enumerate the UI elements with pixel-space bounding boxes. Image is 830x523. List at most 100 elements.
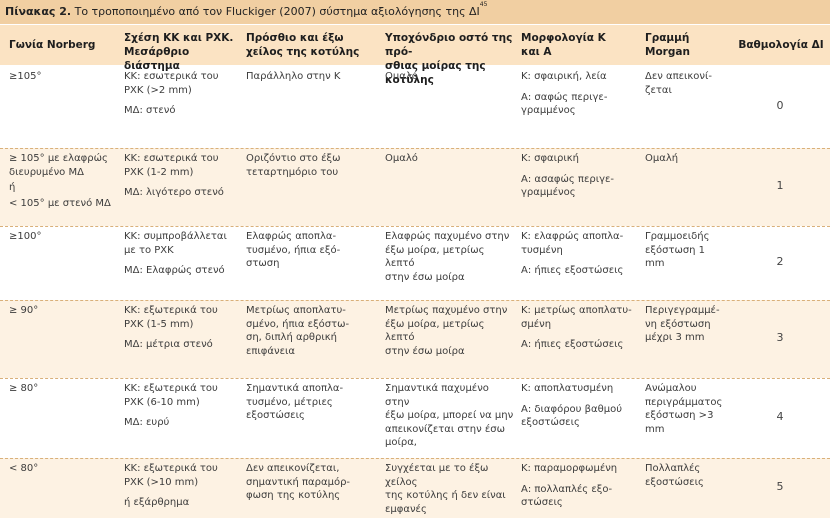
cell-paragraph: Ομαλό <box>385 71 418 82</box>
row-divider <box>0 300 830 301</box>
morgan-line-cell: Ανώμαλου περιγράμματος εξόστωση >3 mm <box>645 382 730 443</box>
morphology-cell: Κ: σφαιρική Α: ασαφώς περιγε- γραμμένος <box>521 152 633 207</box>
cell-paragraph: < 105° με στενό ΜΔ <box>9 197 111 209</box>
acetabular-rim-cell: Ελαφρώς αποπλα- τυσμένο, ήπια εξό- στωση <box>246 230 371 278</box>
relation-cell: ΚΚ: εξωτερικά του ΡΧΚ (>10 mm) ή εξάρθρημ… <box>124 462 239 517</box>
cell-paragraph: ΜΔ: λιγότερο στενό <box>124 187 224 198</box>
cell-paragraph: ΚΚ: εσωτερικά του ΡΧΚ (1-2 mm) <box>124 153 219 178</box>
cell-paragraph: Δεν απεικονίζεται, σημαντική παραμόρ- φω… <box>246 463 351 501</box>
morgan-line-cell: Περιγεγραμμέ- νη εξόστωση μέχρι 3 mm <box>645 304 730 352</box>
row-divider <box>0 148 830 149</box>
row-divider <box>0 378 830 379</box>
score-cell: 1 <box>776 179 784 192</box>
caption-reference: 45 <box>479 1 488 8</box>
cell-paragraph: Ανώμαλου περιγράμματος εξόστωση >3 mm <box>645 383 723 435</box>
acetabular-rim-cell: Σημαντικά αποπλα- τυσμένο, μέτριες εξοστ… <box>246 382 371 430</box>
cell-paragraph: ΜΔ: ευρύ <box>124 417 170 428</box>
cell-paragraph: ≥ 90° <box>9 305 39 316</box>
relation-cell: ΚΚ: εξωτερικά του ΡΧΚ (6-10 mm) ΜΔ: ευρύ <box>124 382 239 437</box>
cell-paragraph: ΜΔ: Ελαφρώς στενό <box>124 265 225 276</box>
cell-paragraph: ΚΚ: εσωτερικά του ΡΧΚ (>2 mm) <box>124 71 219 96</box>
table-header: Γωνία Norberg Σχέση ΚΚ και ΡΧΚ. Μεσάρθρι… <box>0 25 830 86</box>
row-divider <box>0 458 830 459</box>
subchondral-bone-cell: Μετρίως παχυμένο στην έξω μοίρα, μετρίως… <box>385 304 515 365</box>
cell-paragraph: ΚΚ: εξωτερικά του ΡΧΚ (6-10 mm) <box>124 383 218 408</box>
cell-paragraph: ≥100° <box>9 231 42 242</box>
cell-paragraph: Ομαλό <box>385 153 418 164</box>
score-cell: 5 <box>776 480 784 493</box>
cell-paragraph: Σημαντικά παχυμένο στην έξω μοίρα, μπορε… <box>385 383 514 448</box>
relation-cell: ΚΚ: συμπροβάλλεται με το ΡΧΚ ΜΔ: Ελαφρώς … <box>124 230 239 285</box>
header-score: Βαθμολογία ΔΙ <box>738 39 824 51</box>
morphology-cell: Κ: παραμορφωμένη Α: πολλαπλές εξο- στώσει… <box>521 462 633 517</box>
morphology-cell: Κ: μετρίως αποπλατυ- σμένη Α: ήπιες εξοστ… <box>521 304 633 359</box>
cell-paragraph: Περιγεγραμμέ- νη εξόστωση μέχρι 3 mm <box>645 305 720 343</box>
header-relation: Σχέση ΚΚ και ΡΧΚ. Μεσάρθριο διάστημα <box>124 32 234 72</box>
norberg-angle-cell: ≥105° <box>9 70 113 91</box>
cell-paragraph: Α: πολλαπλές εξο- στώσεις <box>521 483 613 509</box>
subchondral-bone-cell: Συγχέεται με το έξω χείλος της κοτύλης ή… <box>385 462 515 523</box>
relation-cell: ΚΚ: εξωτερικά του ΡΧΚ (1-5 mm) ΜΔ: μέτρια… <box>124 304 239 359</box>
score-cell: 0 <box>776 99 784 112</box>
relation-cell: ΚΚ: εσωτερικά του ΡΧΚ (1-2 mm) ΜΔ: λιγότε… <box>124 152 239 207</box>
morgan-line-cell: Γραμμοειδής εξόστωση 1 mm <box>645 230 730 278</box>
header-morgan-line: Γραμμή Morgan <box>645 32 690 58</box>
cell-paragraph: ≥ 105° με ελαφρώς διευρυμένο ΜΔ <box>9 153 108 178</box>
table-row <box>0 458 830 518</box>
cell-paragraph: Κ: ελαφρώς αποπλα- τυσμένη <box>521 231 624 256</box>
header-acetabular-rim: Πρόσθιο και έξω χείλος της κοτύλης <box>246 32 360 58</box>
cell-paragraph: ΚΚ: συμπροβάλλεται με το ΡΧΚ <box>124 231 227 256</box>
cell-paragraph: Α: σαφώς περιγε- γραμμένος <box>521 91 608 117</box>
norberg-angle-cell: < 80° <box>9 462 113 483</box>
morgan-line-cell: Ομαλή <box>645 152 730 173</box>
relation-cell: ΚΚ: εσωτερικά του ΡΧΚ (>2 mm) ΜΔ: στενό <box>124 70 239 125</box>
cell-paragraph: Συγχέεται με το έξω χείλος της κοτύλης ή… <box>385 463 506 515</box>
cell-paragraph: Κ: σφαιρική <box>521 153 579 164</box>
acetabular-rim-cell: Παράλληλο στην Κ <box>246 70 371 91</box>
cell-paragraph: Α: διαφόρου βαθμού εξοστώσεις <box>521 403 622 429</box>
cell-paragraph: ΜΔ: μέτρια στενό <box>124 339 213 350</box>
cell-paragraph: Δεν απεικονί- ζεται <box>645 71 713 96</box>
subchondral-bone-cell: Ομαλό <box>385 70 515 91</box>
cell-paragraph: Οριζόντιο στο έξω τεταρτημόριο του <box>246 153 341 178</box>
cell-paragraph: Α: ήπιες εξοστώσεις <box>521 265 624 276</box>
header-norberg-angle: Γωνία Norberg <box>9 39 96 51</box>
subchondral-bone-cell: Ομαλό <box>385 152 515 173</box>
cell-paragraph: Κ: παραμορφωμένη <box>521 463 618 474</box>
table-row <box>0 300 830 378</box>
cell-paragraph: ΚΚ: εξωτερικά του ΡΧΚ (>10 mm) <box>124 463 218 488</box>
norberg-angle-cell: ≥ 105° με ελαφρώς διευρυμένο ΜΔ ή < 105° μ… <box>9 152 113 217</box>
subchondral-bone-cell: Ελαφρώς παχυμένο στην έξω μοίρα, μετρίως… <box>385 230 515 291</box>
cell-paragraph: ≥ 80° <box>9 383 39 394</box>
norberg-angle-cell: ≥100° <box>9 230 113 251</box>
cell-paragraph: ή εξάρθρημα <box>124 497 190 508</box>
cell-paragraph: ≥105° <box>9 71 42 82</box>
cell-paragraph: Μετρίως αποπλατυ- σμένο, ήπια εξόστω- ση… <box>246 305 350 357</box>
cell-paragraph: Κ: μετρίως αποπλατυ- σμένη <box>521 305 632 330</box>
cell-paragraph: Πολλαπλές εξοστώσεις <box>645 463 704 488</box>
cell-paragraph: ή <box>9 182 16 193</box>
morphology-cell: Κ: ελαφρώς αποπλα- τυσμένη Α: ήπιες εξοστ… <box>521 230 633 285</box>
score-cell: 2 <box>776 255 784 268</box>
cell-paragraph: Παράλληλο στην Κ <box>246 71 341 82</box>
cell-paragraph: Κ: σφαιρική, λεία <box>521 71 607 82</box>
caption-text: Το τροποποιημένο από τον Fluckiger (2007… <box>74 5 480 18</box>
header-subchondral-bone: Υποχόνδριο οστό της πρό- σθιας μοίρας τη… <box>385 32 513 86</box>
score-cell: 4 <box>776 410 784 423</box>
cell-paragraph: ΚΚ: εξωτερικά του ΡΧΚ (1-5 mm) <box>124 305 218 330</box>
acetabular-rim-cell: Μετρίως αποπλατυ- σμένο, ήπια εξόστω- ση… <box>246 304 371 365</box>
header-morphology: Μορφολογία Κ και Α <box>521 32 606 58</box>
cell-paragraph: Μετρίως παχυμένο στην έξω μοίρα, μετρίως… <box>385 305 508 357</box>
cell-paragraph: ΜΔ: στενό <box>124 105 176 116</box>
cell-paragraph: Κ: αποπλατυσμένη <box>521 383 614 394</box>
caption-label: Πίνακας 2. <box>5 5 72 18</box>
cell-paragraph: Ελαφρώς αποπλα- τυσμένο, ήπια εξό- στωση <box>246 231 341 269</box>
norberg-angle-cell: ≥ 80° <box>9 382 113 403</box>
row-divider <box>0 226 830 227</box>
acetabular-rim-cell: Οριζόντιο στο έξω τεταρτημόριο του <box>246 152 371 186</box>
acetabular-rim-cell: Δεν απεικονίζεται, σημαντική παραμόρ- φω… <box>246 462 371 510</box>
cell-paragraph: Ομαλή <box>645 153 679 164</box>
morgan-line-cell: Δεν απεικονί- ζεται <box>645 70 730 104</box>
table-row <box>0 148 830 226</box>
morphology-cell: Κ: αποπλατυσμένη Α: διαφόρου βαθμού εξοστ… <box>521 382 633 437</box>
